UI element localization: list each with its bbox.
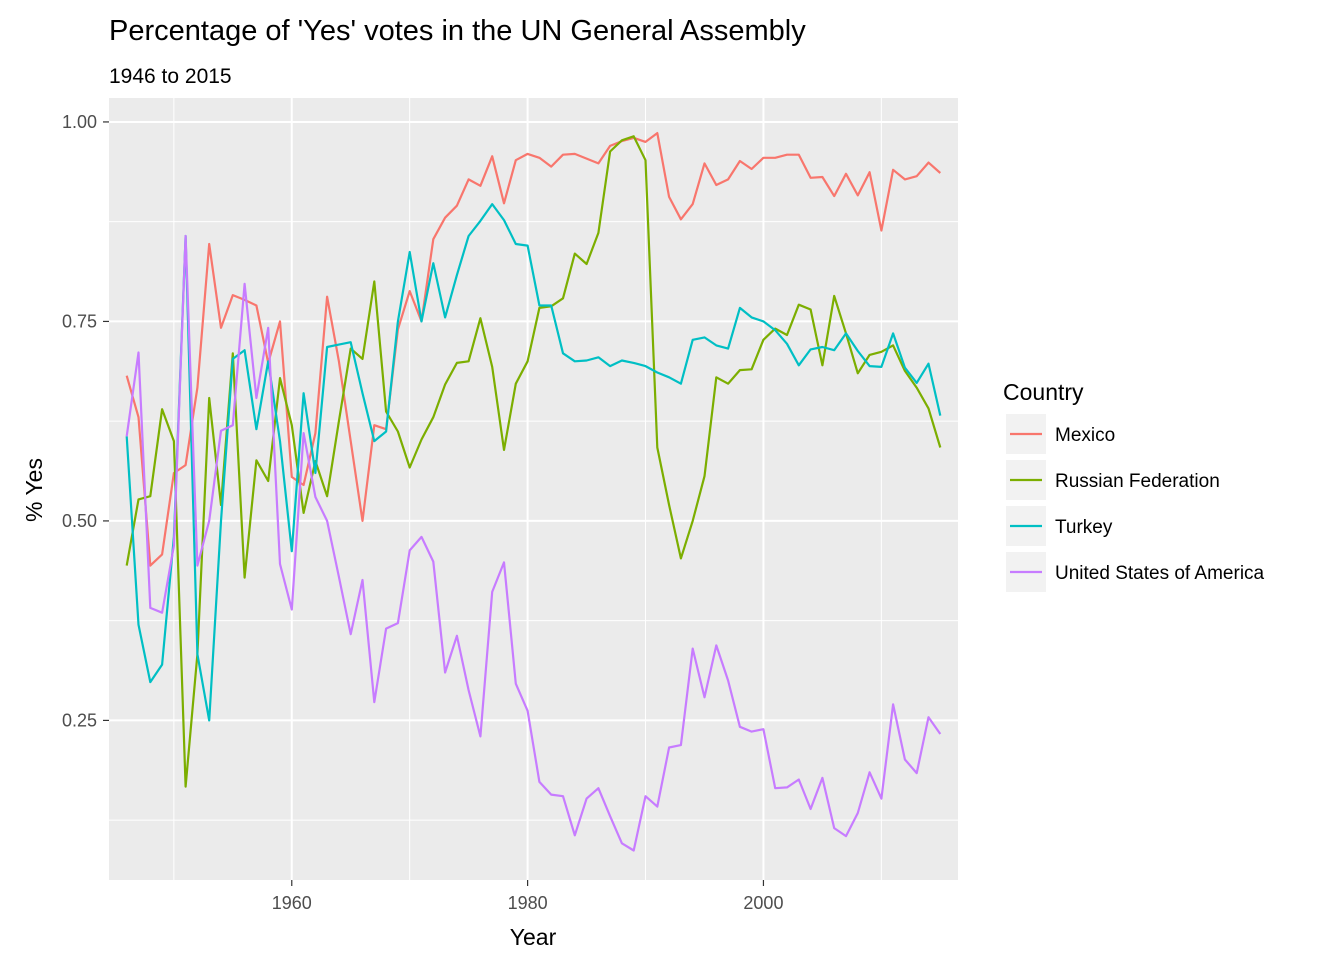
series-line-2 — [125, 203, 942, 722]
legend: Country Mexico Russian Federation Turkey Un… — [1003, 379, 1265, 592]
x-tick-label-2: 2000 — [743, 893, 783, 913]
x-axis: 1960 1980 2000 — [272, 880, 783, 913]
legend-item-1: Russian Federation — [1006, 460, 1220, 500]
legend-item-0: Mexico — [1006, 414, 1115, 454]
series-lines — [125, 132, 942, 852]
legend-items: Mexico Russian Federation Turkey United Sta… — [1006, 414, 1265, 592]
plot-background — [109, 98, 958, 880]
y-tick-label-2: 0.75 — [62, 311, 97, 331]
legend-item-2: Turkey — [1006, 506, 1113, 546]
y-tick-label-3: 1.00 — [62, 112, 97, 132]
legend-label-2: Turkey — [1055, 517, 1113, 538]
x-tick-label-1: 1980 — [508, 893, 548, 913]
grid-major — [109, 98, 958, 880]
y-axis-title: % Yes — [21, 458, 47, 522]
legend-title: Country — [1003, 379, 1084, 405]
legend-label-0: Mexico — [1055, 425, 1115, 446]
y-tick-label-1: 0.50 — [62, 511, 97, 531]
legend-label-1: Russian Federation — [1055, 471, 1220, 492]
legend-item-3: United States of America — [1006, 552, 1265, 592]
series-line-0 — [125, 132, 942, 567]
legend-label-3: United States of America — [1055, 563, 1265, 584]
chart-subtitle: 1946 to 2015 — [109, 65, 232, 88]
chart-title: Percentage of 'Yes' votes in the UN Gene… — [109, 15, 806, 47]
plot-area — [109, 98, 958, 880]
y-tick-label-0: 0.25 — [62, 710, 97, 730]
series-line-3 — [125, 234, 942, 852]
series-line-1 — [125, 135, 942, 788]
x-axis-title: Year — [510, 924, 557, 950]
y-axis: 0.25 0.50 0.75 1.00 — [62, 112, 109, 730]
x-tick-label-0: 1960 — [272, 893, 312, 913]
